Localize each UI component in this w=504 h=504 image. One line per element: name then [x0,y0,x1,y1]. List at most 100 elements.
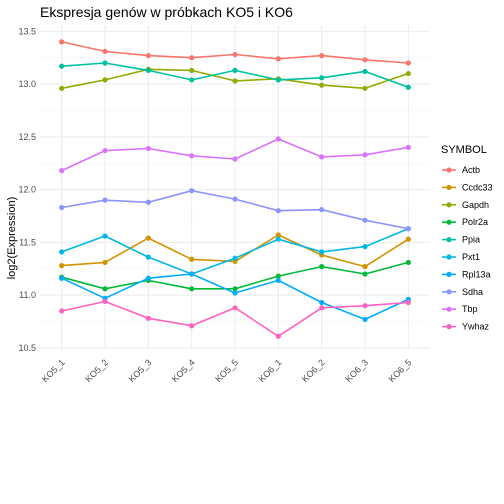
chart-title: Ekspresja genów w próbkach KO5 i KO6 [40,4,293,20]
legend-key-point [446,289,452,295]
data-point [145,275,151,281]
data-point [59,168,65,174]
legend-item-ywhaz: Ywhaz [442,322,490,332]
data-point [232,255,238,261]
data-point [232,196,238,202]
legend-label: Rpl13a [462,269,491,279]
data-point [362,152,368,158]
data-point [362,57,368,63]
data-point [145,315,151,321]
data-point [362,316,368,322]
data-point [405,70,411,77]
data-point [275,273,281,279]
data-point [319,249,325,255]
y-tick-label: 11.5 [19,237,36,247]
legend-key-point [446,324,452,330]
data-point [232,51,238,58]
data-point [232,67,238,73]
data-point [145,254,151,260]
legend-label: Actb [462,165,480,175]
data-point [405,84,411,90]
series-ywhaz [59,298,411,339]
legend-key-point [446,184,452,190]
legend-label: Pxt1 [462,252,480,262]
series-actb [59,39,411,66]
data-point [362,68,368,75]
data-point [102,197,108,203]
data-point [189,188,195,194]
y-tick-label: 11.0 [19,290,36,300]
data-point [275,232,281,238]
legend-key-point [446,254,452,260]
y-tick-label: 12.0 [18,185,36,195]
data-point [189,256,195,262]
data-point [362,264,368,270]
data-point [232,156,238,162]
data-point [59,85,65,91]
data-point [232,305,238,311]
data-point [275,333,281,339]
y-tick-label: 10.5 [18,343,36,353]
data-point [275,236,281,242]
data-point [59,249,65,255]
y-tick-label: 13.5 [18,26,36,36]
data-point [189,77,195,83]
data-point [405,236,411,242]
data-point [362,303,368,309]
legend: SYMBOL Actb Ccdc33 Gapdh Polr2a Ppia Pxt1 Rpl1… [441,144,493,332]
data-point [189,286,195,292]
data-point [362,217,368,223]
legend-title: SYMBOL [441,144,487,156]
data-point [59,39,65,45]
legend-item-pxt1: Pxt1 [442,252,480,262]
legend-item-ccdc33: Ccdc33 [442,182,493,192]
plot-grid [40,25,430,350]
data-point [362,85,368,91]
data-point [405,299,411,306]
data-point [189,153,195,159]
legend-label: Sdha [462,287,483,297]
data-point [102,286,108,292]
data-point [405,60,411,66]
legend-key-point [446,306,452,312]
legend-key-point [446,219,452,225]
data-point [59,275,65,281]
legend-label: Ccdc33 [462,182,493,192]
data-point [405,144,411,151]
data-point [232,78,238,84]
legend-item-tbp: Tbp [442,304,478,314]
legend-item-polr2a: Polr2a [442,217,488,227]
data-point [102,298,108,305]
data-point [59,204,65,211]
data-point [189,271,195,277]
y-axis-ticks: 10.5 11.0 11.5 12.0 12.5 13.0 13.5 [18,26,36,353]
data-point [102,233,108,239]
data-point [319,264,325,270]
data-point [232,290,238,296]
data-point [189,323,195,329]
data-point [319,299,325,306]
y-axis-title: log2(Expression) [6,197,18,280]
data-point [145,67,151,73]
data-point [102,147,108,154]
data-point [275,208,281,214]
data-point [275,136,281,142]
data-point [275,56,281,62]
legend-item-gapdh: Gapdh [442,200,489,210]
data-point [145,235,151,241]
data-point [319,154,325,160]
data-point [319,53,325,59]
legend-key-point [446,167,452,173]
legend-label: Gapdh [462,200,489,210]
data-point [405,259,411,266]
data-point [145,53,151,59]
series-sdha [59,188,411,232]
data-point [102,48,108,54]
data-point [59,308,65,314]
data-point [145,145,151,152]
series-ppia [59,60,411,90]
legend-item-ppia: Ppia [442,235,480,245]
data-point [102,259,108,266]
data-point [405,226,411,232]
data-point [59,63,65,69]
